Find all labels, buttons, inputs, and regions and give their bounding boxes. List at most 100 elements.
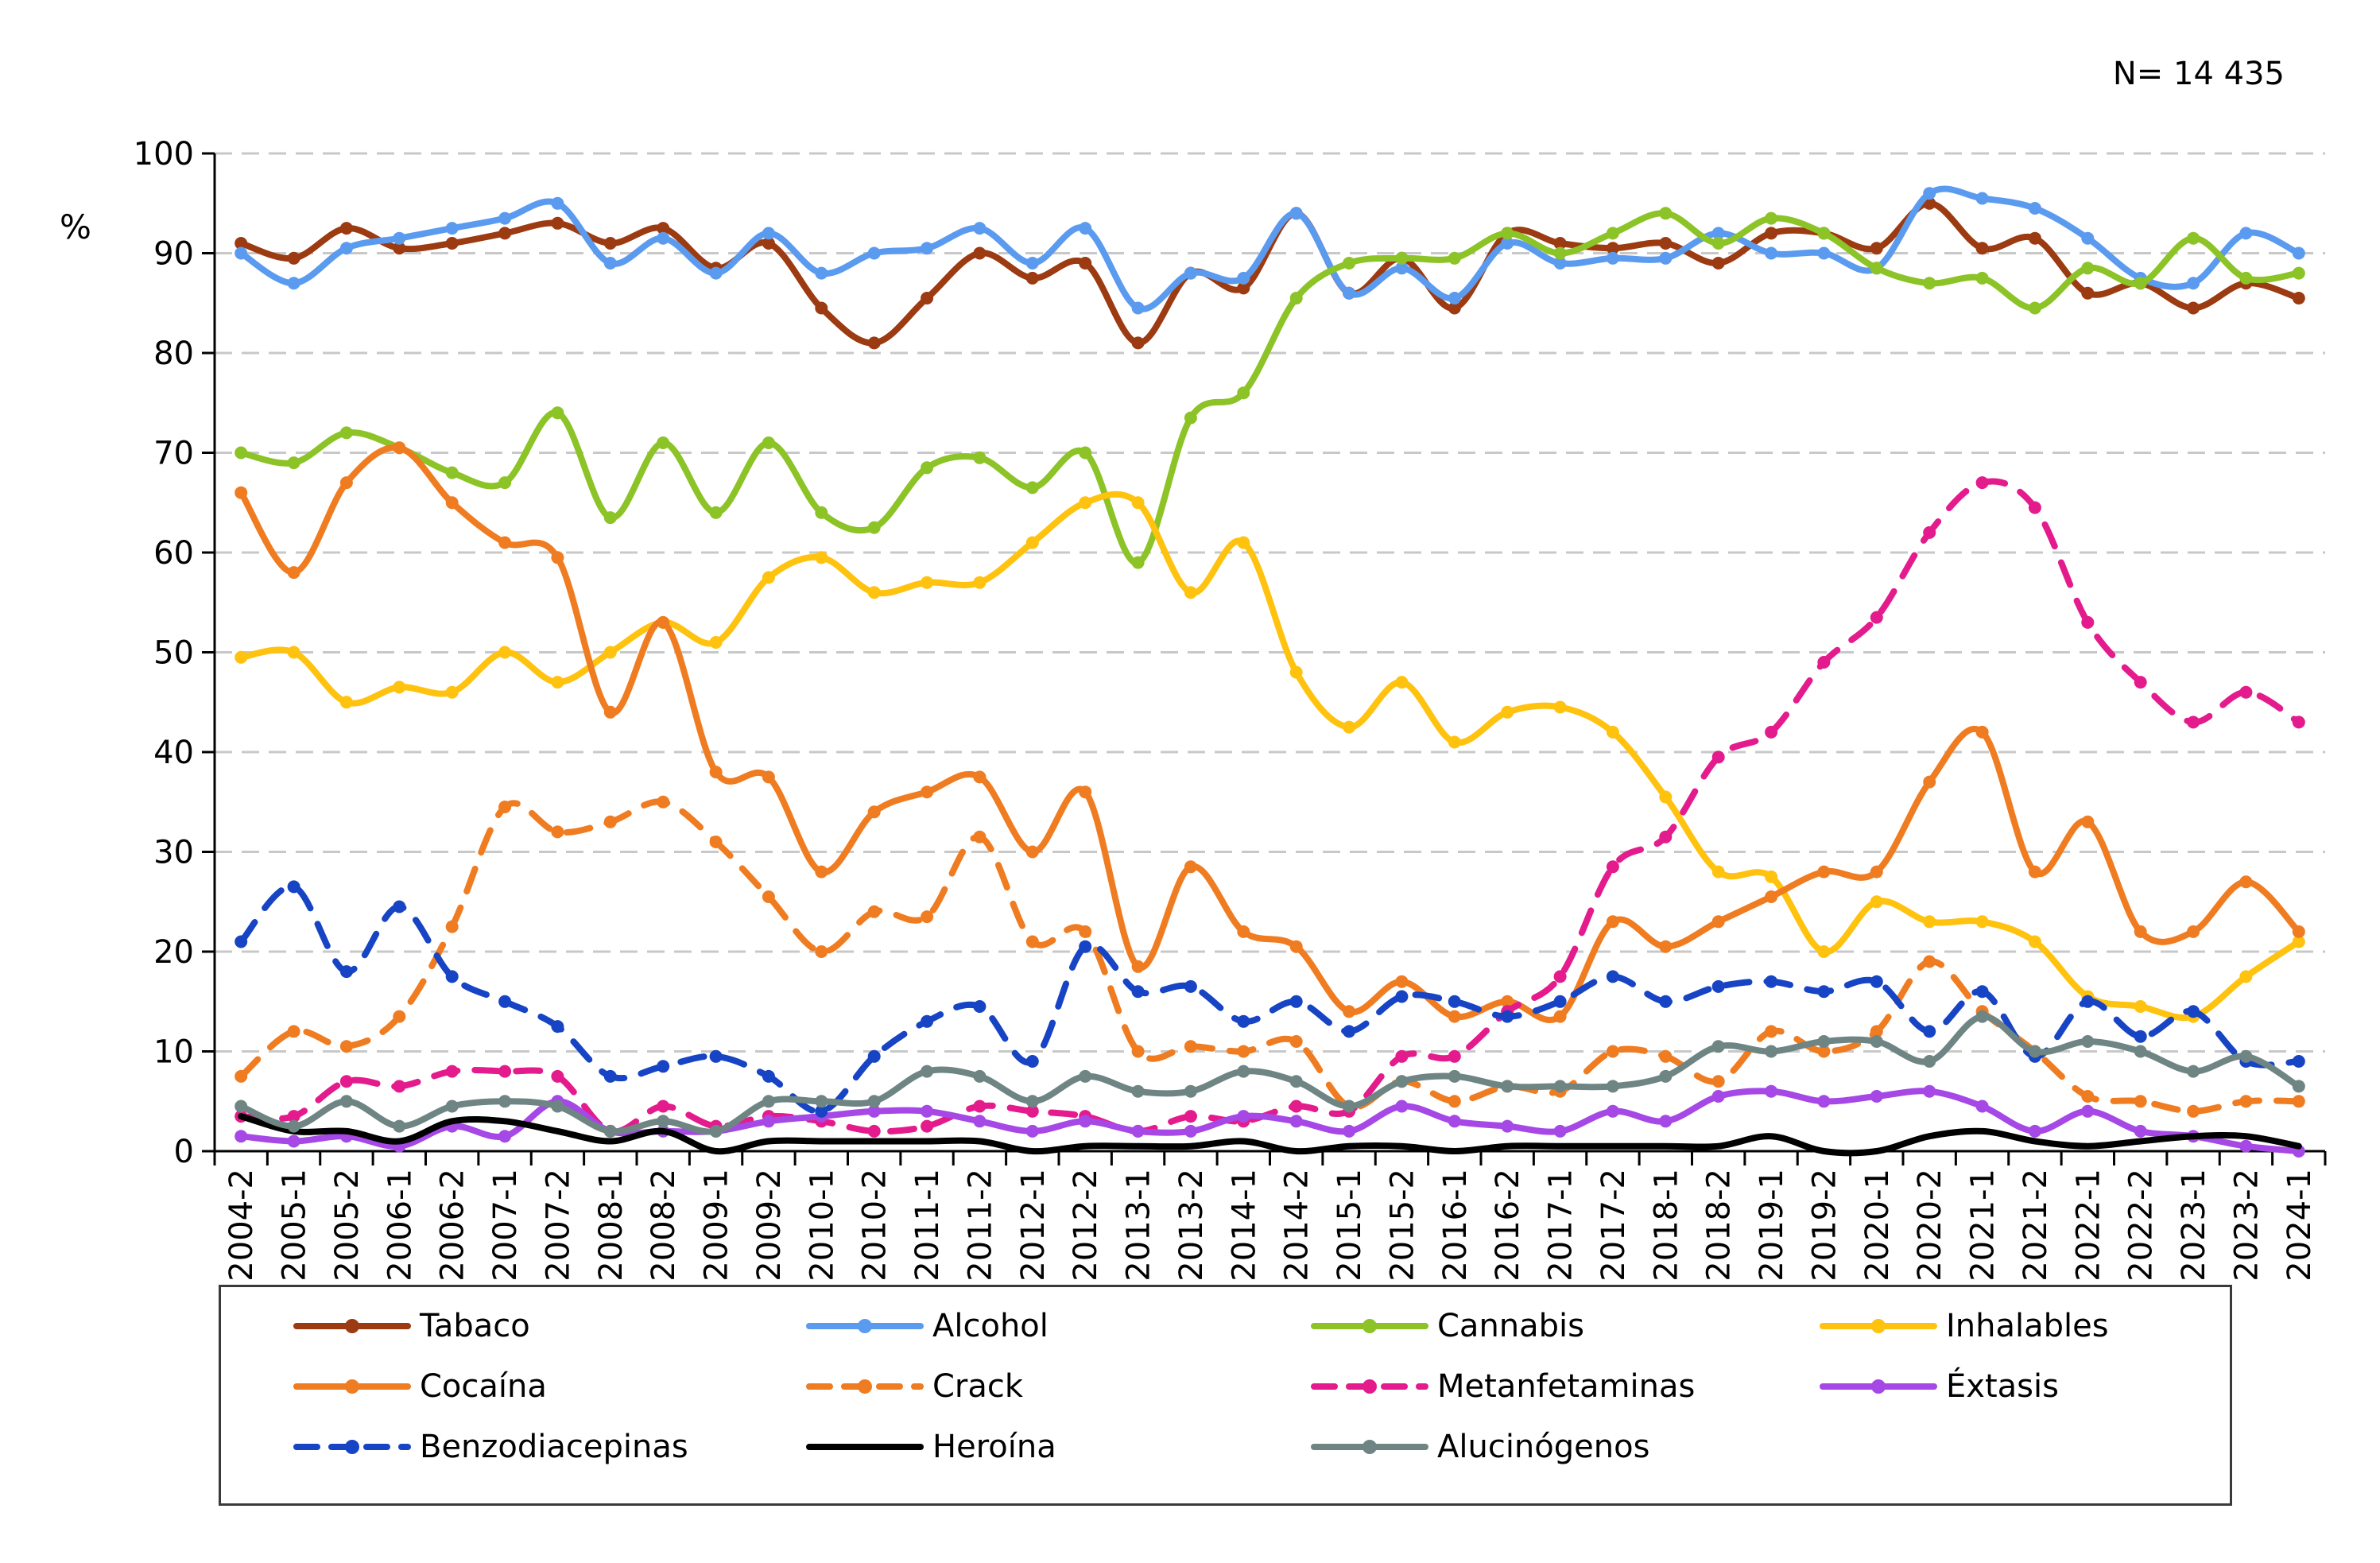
data-point: [1025, 1124, 1039, 1138]
data-point: [1501, 1080, 1514, 1093]
data-point: [1079, 785, 1092, 799]
data-point: [1923, 915, 1936, 929]
data-point: [2028, 501, 2041, 514]
legend-label: Benzodiacepinas: [420, 1429, 688, 1465]
data-point: [921, 576, 934, 589]
data-point: [973, 1100, 986, 1113]
x-tick-label: 2016-2: [1490, 1169, 1526, 1282]
data-point: [2134, 676, 2147, 689]
data-point: [1975, 271, 1989, 285]
legend-label: Metanfetaminas: [1437, 1368, 1696, 1405]
data-point: [1448, 1069, 1461, 1083]
y-tick-label: 40: [153, 735, 194, 771]
series-metanfetaminas: [235, 476, 2305, 1138]
x-tick-label: 2009-2: [751, 1169, 788, 1282]
data-point: [1448, 301, 1461, 315]
data-point: [498, 227, 512, 240]
data-point: [2239, 1049, 2253, 1063]
data-point: [1237, 536, 1250, 549]
data-point: [1131, 1124, 1145, 1138]
data-point: [1606, 1080, 1619, 1093]
data-point: [1817, 246, 1831, 260]
data-point: [2292, 1095, 2305, 1108]
data-point: [2028, 865, 2041, 878]
data-point: [657, 795, 670, 809]
series-line-alcohol: [238, 185, 2302, 312]
data-point: [287, 566, 300, 580]
legend-item-inhalables: Inhalables: [1819, 1301, 2109, 1352]
data-point: [1870, 611, 1883, 624]
data-point: [1711, 1075, 1725, 1088]
x-tick-label: 2010-1: [804, 1169, 840, 1282]
data-point: [1289, 665, 1303, 679]
series-line-cocaina: [238, 444, 2302, 1024]
data-point: [2187, 1005, 2200, 1018]
data-point: [1870, 975, 1883, 988]
data-point: [2239, 685, 2253, 699]
x-tick-label: 2015-2: [1384, 1169, 1421, 1282]
data-point: [2081, 1035, 2095, 1048]
data-point: [551, 1069, 564, 1083]
legend-label: Cannabis: [1437, 1308, 1584, 1344]
data-point: [1184, 411, 1197, 425]
data-point: [445, 685, 459, 699]
data-point: [551, 676, 564, 689]
data-point: [1870, 895, 1883, 909]
data-point: [1711, 979, 1725, 993]
y-tick-label: 50: [153, 635, 194, 672]
series-cannabis: [235, 207, 2305, 569]
data-point: [498, 801, 512, 813]
data-point: [657, 231, 670, 245]
y-tick-label: 20: [153, 934, 194, 971]
legend-label: Cocaína: [420, 1368, 547, 1405]
data-point: [709, 266, 723, 280]
data-point: [2239, 875, 2253, 889]
data-point: [339, 965, 353, 979]
data-point: [1237, 1045, 1250, 1058]
data-point: [815, 551, 828, 564]
data-point: [1395, 676, 1409, 689]
data-point: [1395, 975, 1409, 988]
data-point: [867, 246, 881, 260]
x-tick-label: 2006-1: [382, 1169, 418, 1282]
x-tick-label: 2021-1: [1965, 1169, 2002, 1282]
data-point: [1553, 246, 1567, 260]
data-point: [1448, 1010, 1461, 1023]
data-point: [2292, 935, 2305, 948]
data-point: [235, 1069, 248, 1083]
axes: 0 10 20 30 40 50 60 70 80 90 100 2004-2 2005-1 2005-2…: [134, 136, 2327, 1282]
data-point: [1923, 775, 1936, 789]
data-point: [235, 486, 248, 499]
data-point: [551, 1100, 564, 1113]
series-lines: [235, 185, 2305, 1158]
data-point: [445, 496, 459, 510]
data-point: [235, 1100, 248, 1113]
data-point: [1711, 257, 1725, 270]
data-point: [1289, 940, 1303, 953]
data-point: [393, 900, 406, 913]
x-tick-label: 2008-1: [593, 1169, 630, 1282]
data-point: [287, 1110, 300, 1123]
data-point: [2187, 277, 2200, 290]
data-point: [1131, 301, 1145, 315]
data-point: [2028, 935, 2041, 948]
x-tick-label: 2023-1: [2176, 1169, 2212, 1282]
data-point: [1975, 1010, 1989, 1023]
data-point: [1553, 995, 1567, 1008]
data-point: [1923, 187, 1936, 200]
data-point: [393, 1010, 406, 1023]
x-tick-label: 2007-1: [487, 1169, 524, 1282]
data-point: [1343, 720, 1356, 734]
data-point: [815, 1095, 828, 1108]
data-point: [445, 920, 459, 933]
y-tick-label: 80: [153, 335, 194, 372]
data-point: [1817, 985, 1831, 999]
data-point: [235, 246, 248, 260]
data-point: [867, 905, 881, 918]
legend-swatch: [1311, 1319, 1428, 1333]
x-tick-label: 2017-2: [1595, 1169, 1632, 1282]
data-point: [498, 476, 512, 490]
data-point: [1711, 237, 1725, 250]
data-point: [1606, 970, 1619, 983]
data-point: [1975, 1100, 1989, 1113]
